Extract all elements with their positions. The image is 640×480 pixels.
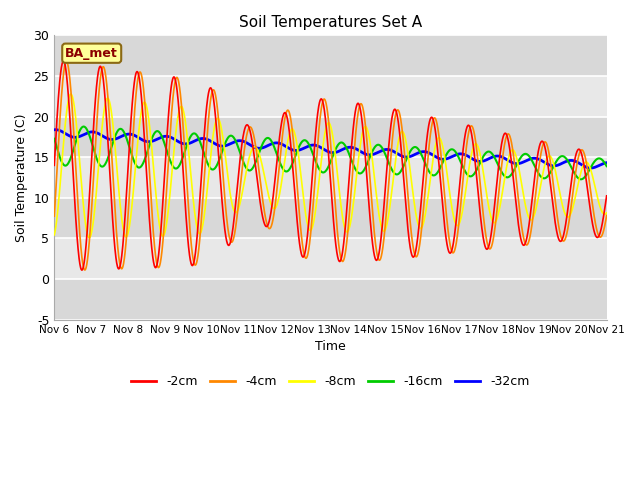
X-axis label: Time: Time: [315, 340, 346, 353]
Text: BA_met: BA_met: [65, 47, 118, 60]
Y-axis label: Soil Temperature (C): Soil Temperature (C): [15, 113, 28, 242]
Bar: [54, 76, 607, 117]
Bar: [54, 157, 607, 198]
Legend: -2cm, -4cm, -8cm, -16cm, -32cm: -2cm, -4cm, -8cm, -16cm, -32cm: [126, 370, 534, 393]
Bar: [54, 117, 607, 157]
Bar: [54, 198, 607, 239]
Title: Soil Temperatures Set A: Soil Temperatures Set A: [239, 15, 422, 30]
Bar: [54, 36, 607, 76]
Bar: [54, 279, 607, 320]
Bar: [54, 239, 607, 279]
